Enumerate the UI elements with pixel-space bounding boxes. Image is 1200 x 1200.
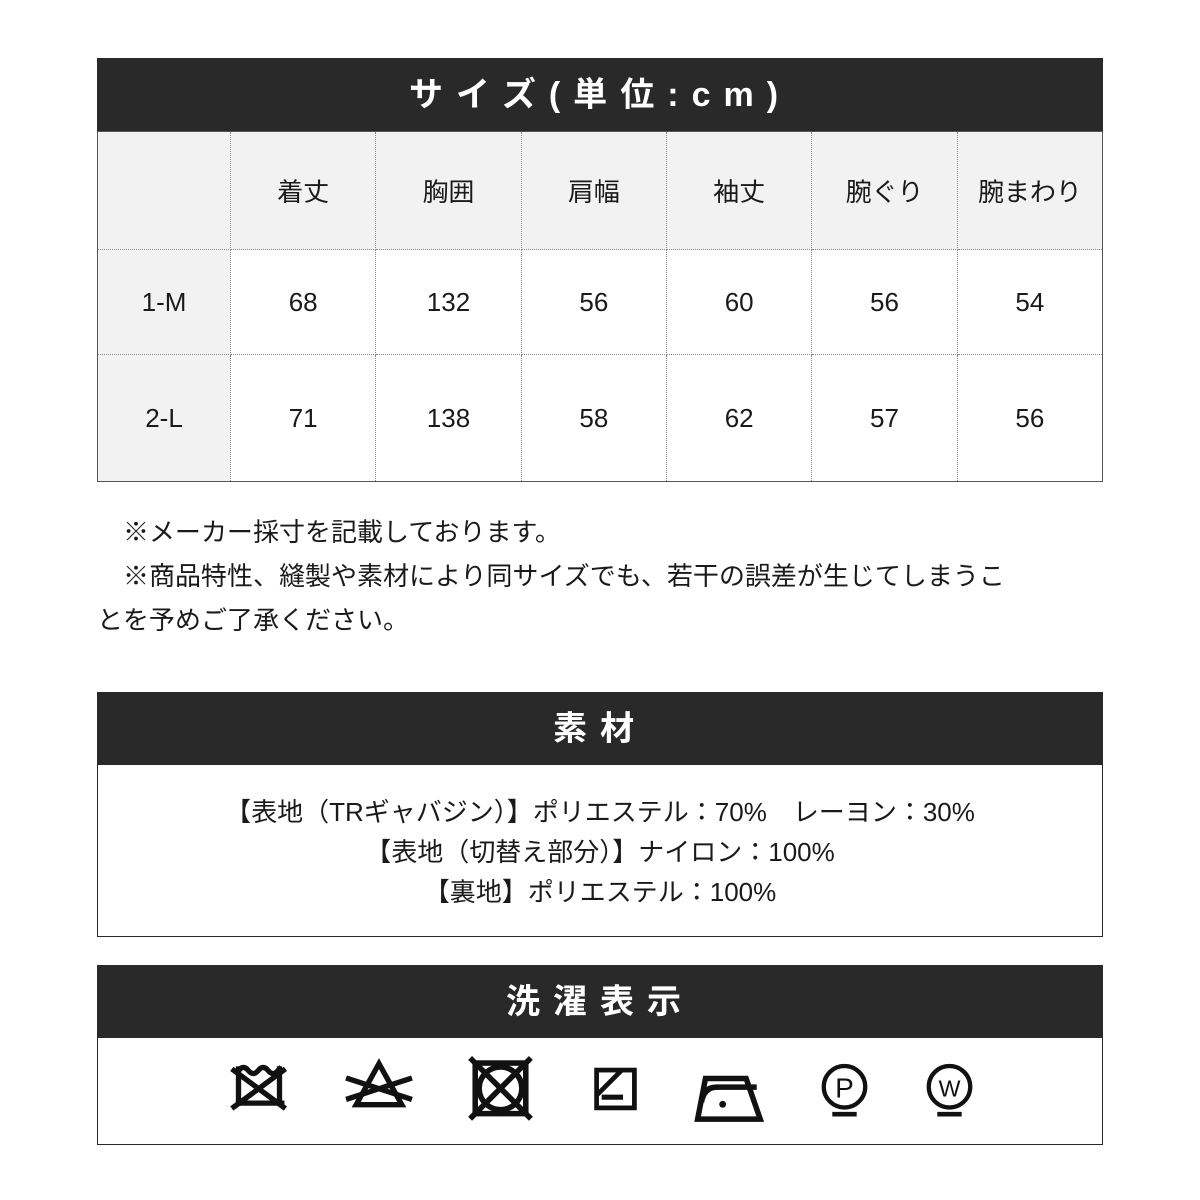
svg-text:P: P [835, 1073, 854, 1104]
svg-text:W: W [938, 1075, 960, 1101]
